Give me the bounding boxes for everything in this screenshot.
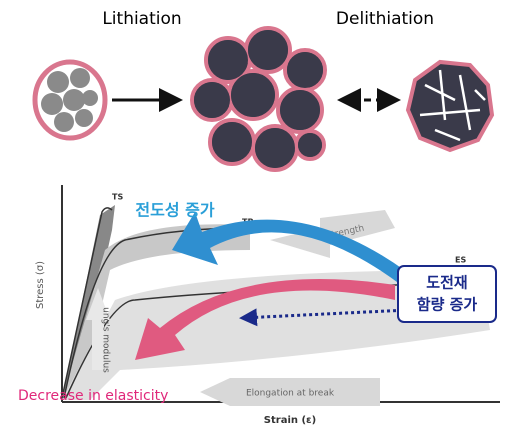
additive-label-1: 도전재 (426, 274, 467, 292)
lithiation-label: Lithiation (102, 9, 181, 29)
ts-label: TS (112, 193, 123, 202)
pristine-particle (35, 62, 105, 138)
diagram: Lithiation Delithiation Strain (ε) Stres… (0, 0, 510, 435)
page: {"top": {"lithiation": "Lithiation", "de… (0, 0, 510, 435)
x-axis-label: Strain (ε) (264, 415, 316, 426)
es-label: ES (455, 256, 466, 265)
fractured-particle (408, 62, 492, 150)
elongation-label: Elongation at break (246, 389, 335, 399)
conductivity-label: 전도성 증가 (135, 201, 214, 220)
body: Lithiation Delithiation Strain (ε) Stres… (0, 0, 510, 435)
delithiation-label: Delithiation (336, 9, 434, 29)
additive-label-2: 함량 증가 (417, 296, 478, 314)
modulus-label: ung's modulus (101, 307, 111, 373)
y-axis-label: Stress (σ) (35, 261, 46, 309)
elasticity-label: Decrease in elasticity (18, 388, 168, 404)
